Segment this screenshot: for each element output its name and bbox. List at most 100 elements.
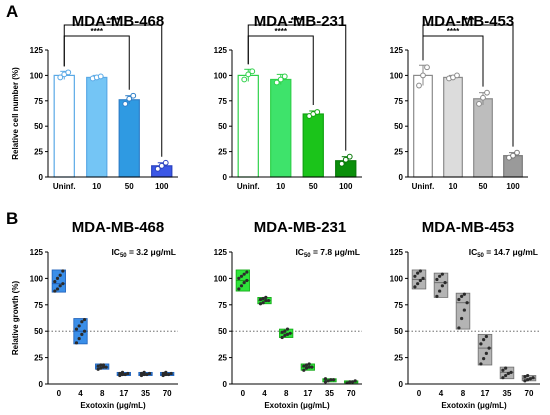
x-tick-label: 35 [503, 389, 512, 398]
bar-chart-1: Uninf. 10 50 100 ******** [237, 16, 357, 191]
bar-chart-0: Uninf. 10 50 100 ******** [53, 16, 173, 191]
ic50-text: IC [111, 247, 120, 257]
data-point [487, 346, 491, 350]
data-point [96, 364, 100, 368]
data-point [457, 326, 461, 330]
x-tick-label: 70 [163, 389, 172, 398]
data-point [97, 73, 104, 80]
data-point [501, 376, 505, 380]
y-tick-label: 25 [218, 148, 227, 157]
y-tick-label: 0 [399, 380, 404, 389]
y-tick-label: 0 [223, 380, 228, 389]
x-axis-label-5: Exotoxin (μg/mL) [441, 401, 507, 410]
data-point [77, 336, 81, 341]
bar [302, 113, 324, 178]
x-tick-label: 50 [125, 182, 134, 191]
data-point [484, 334, 488, 339]
data-point [331, 378, 336, 382]
data-point [120, 370, 125, 374]
data-point [158, 162, 165, 169]
data-point [416, 82, 422, 89]
data-point [479, 342, 483, 346]
chart-title-1: MDA-MB-231 [254, 13, 347, 30]
panel-label-b: B [6, 209, 18, 228]
data-point [147, 371, 152, 376]
x-tick-label: 17 [303, 389, 312, 398]
x-tick-label: 35 [141, 389, 150, 398]
y-tick-label: 100 [30, 274, 44, 283]
data-point [242, 281, 246, 285]
data-point [484, 351, 488, 355]
y-tick-label: 125 [214, 248, 228, 257]
y-tick-label: 100 [214, 274, 228, 283]
significance-label: **** [275, 27, 288, 36]
bar [413, 74, 433, 178]
data-point [53, 279, 57, 284]
data-point [162, 159, 169, 166]
x-tick-label: Uninf. [53, 182, 76, 191]
data-point [526, 378, 530, 382]
data-point [528, 377, 532, 381]
x-tick-label: 100 [155, 182, 169, 191]
data-point [142, 370, 146, 374]
data-point [418, 278, 422, 283]
data-point [479, 362, 483, 366]
data-point [506, 371, 510, 376]
x-tick-label: 8 [100, 389, 105, 398]
bar-chart-2: Uninf. 10 50 100 ******** [412, 16, 523, 191]
ic50-label: IC50 = 7.8 μg/mL [295, 247, 360, 259]
ic50-text: IC [469, 247, 478, 257]
data-point [501, 368, 505, 372]
ic50-label: IC50 = 3.2 μg/mL [111, 247, 176, 259]
x-tick-label: Uninf. [237, 182, 260, 191]
data-point [440, 284, 444, 288]
x-tick-label: 4 [262, 389, 267, 398]
data-point [161, 371, 165, 376]
data-point [440, 272, 444, 276]
data-point [237, 287, 241, 291]
ic50-subscript: 50 [120, 253, 127, 259]
y-tick-label: 125 [390, 248, 404, 257]
data-point [285, 332, 290, 336]
data-point [261, 301, 265, 305]
y-tick-label: 25 [34, 148, 43, 157]
y-tick-label: 25 [34, 354, 43, 363]
data-point [245, 270, 249, 274]
data-point [480, 94, 486, 101]
data-point [476, 100, 482, 107]
data-point [61, 269, 65, 273]
data-point [342, 156, 349, 163]
y-tick-label: 25 [394, 148, 403, 157]
chart-axes-5: 0 25 50 75 100 125 [390, 248, 540, 389]
data-point [101, 363, 106, 367]
data-point [454, 72, 460, 79]
x-tick-label: 8 [461, 389, 466, 398]
y-tick-label: 75 [34, 301, 43, 310]
data-point [242, 272, 246, 276]
y-tick-label: 25 [394, 354, 403, 363]
ic50-text: IC [295, 247, 304, 257]
data-point [465, 301, 469, 305]
data-point [302, 364, 306, 368]
x-tick-label: 50 [479, 182, 488, 191]
data-point [421, 276, 425, 280]
y-tick-label: 50 [394, 122, 403, 131]
chart-axes-0: 0 25 50 75 100 125 [30, 46, 178, 182]
y-tick-label: 75 [394, 301, 403, 310]
data-point [413, 285, 417, 289]
data-point [350, 380, 355, 384]
data-point [457, 297, 461, 302]
data-point [484, 89, 490, 96]
data-point [438, 289, 442, 293]
x-tick-label: 4 [439, 389, 444, 398]
y-tick-label: 125 [390, 46, 404, 55]
bar [443, 76, 463, 178]
data-point [99, 363, 103, 367]
data-point [509, 370, 513, 374]
data-point [307, 362, 311, 366]
data-point [258, 302, 263, 306]
y-tick-label: 100 [30, 71, 44, 80]
box-chart-3: 0 4 8 17 35 70 IC50 = 3.2 μg/mL [48, 247, 178, 398]
data-point [237, 276, 241, 280]
